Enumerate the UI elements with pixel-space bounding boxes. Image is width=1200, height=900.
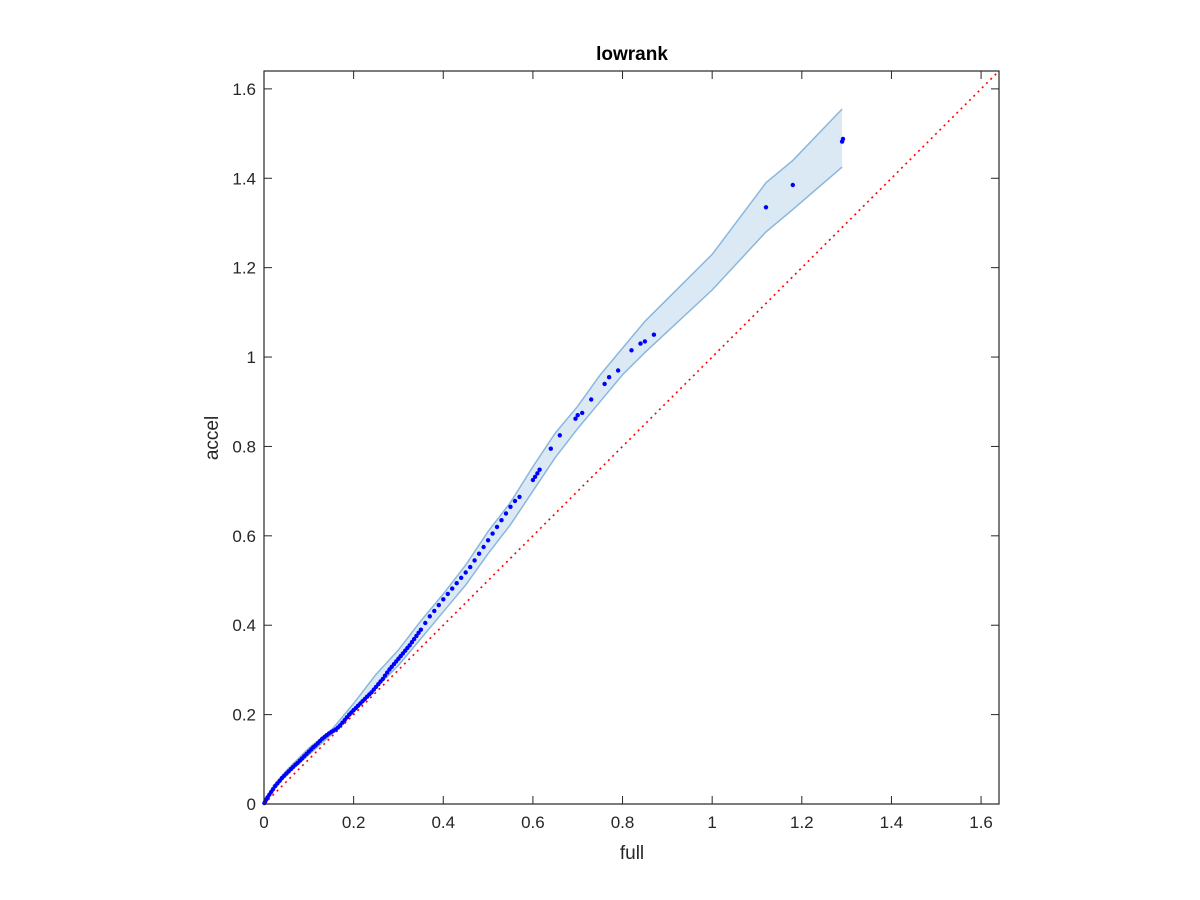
y-tick-label: 1.6 <box>232 80 256 99</box>
data-point <box>580 410 585 416</box>
data-point <box>432 608 437 614</box>
data-point <box>840 136 846 142</box>
reference-line <box>263 70 1000 805</box>
x-tick-label: 0 <box>259 813 268 832</box>
x-tick-label: 1.4 <box>880 813 904 832</box>
data-point <box>499 518 504 523</box>
data-point <box>270 787 276 792</box>
data-point <box>450 586 455 591</box>
data-point <box>409 640 415 645</box>
data-point <box>468 564 473 570</box>
y-tick-label: 1 <box>247 348 256 367</box>
data-point <box>481 544 486 550</box>
y-axis-label: accel <box>202 416 223 460</box>
data-point <box>441 597 446 602</box>
data-point <box>530 477 536 483</box>
x-tick-label: 1.2 <box>790 813 814 832</box>
y-tick-label: 0.2 <box>232 706 256 725</box>
data-point <box>472 558 477 563</box>
data-point <box>436 602 441 608</box>
y-ticks: 0 0.2 0.4 0.6 0.8 1 1.2 1.4 1.6 <box>232 80 999 814</box>
y-tick-label: 1.2 <box>232 259 256 278</box>
data-point <box>454 581 459 586</box>
chart-title: lowrank <box>596 44 668 65</box>
data-point <box>535 471 540 476</box>
x-tick-label: 0.6 <box>521 813 545 832</box>
data-point <box>763 205 769 210</box>
x-tick-label: 1 <box>707 813 716 832</box>
data-point <box>476 551 482 556</box>
data-point <box>548 446 553 451</box>
data-points <box>262 136 846 806</box>
data-point <box>651 332 657 337</box>
data-point <box>423 620 428 626</box>
x-ticks: 0 0.2 0.4 0.6 0.8 1 1.2 1.4 1.6 <box>259 71 993 832</box>
data-point <box>407 643 412 648</box>
y-tick-label: 0.4 <box>232 616 256 635</box>
confidence-band <box>263 108 843 805</box>
data-point <box>642 339 648 344</box>
data-point <box>589 397 594 402</box>
data-point <box>503 511 509 516</box>
y-tick-label: 0.6 <box>232 527 256 546</box>
y-tick-label: 1.4 <box>232 169 256 188</box>
data-point <box>557 433 562 438</box>
data-point <box>427 614 432 619</box>
data-point <box>445 591 450 597</box>
y-tick-label: 0 <box>247 795 256 814</box>
data-point <box>380 676 385 682</box>
data-point <box>411 636 417 642</box>
data-point <box>638 341 643 346</box>
reference-diagonal <box>263 70 1000 805</box>
data-point <box>414 633 419 639</box>
band-lower-edge <box>263 166 843 805</box>
data-point <box>382 673 388 678</box>
data-point <box>532 474 538 479</box>
data-point <box>385 670 390 675</box>
band-fill <box>264 109 843 804</box>
data-point <box>485 538 491 543</box>
data-point <box>512 498 518 504</box>
x-tick-label: 0.4 <box>431 813 455 832</box>
y-tick-label: 0.8 <box>232 437 256 456</box>
data-point <box>463 570 468 575</box>
data-point <box>790 182 795 188</box>
plot-frame <box>263 70 1000 805</box>
x-tick-label: 0.8 <box>611 813 635 832</box>
x-tick-label: 0.2 <box>342 813 366 832</box>
data-point <box>418 627 424 632</box>
data-point <box>490 531 495 536</box>
data-point <box>537 467 542 472</box>
data-point <box>508 504 513 509</box>
data-point <box>517 494 522 500</box>
data-point <box>602 381 607 387</box>
data-point <box>575 413 580 418</box>
x-axis-label: full <box>620 843 644 864</box>
data-point <box>573 416 578 421</box>
data-point <box>494 524 500 530</box>
x-tick-label: 1.6 <box>969 813 993 832</box>
data-point <box>606 375 612 380</box>
data-point <box>459 575 464 580</box>
axes <box>263 70 1000 805</box>
data-point <box>629 348 634 353</box>
data-point <box>615 368 621 373</box>
data-point <box>416 630 421 635</box>
